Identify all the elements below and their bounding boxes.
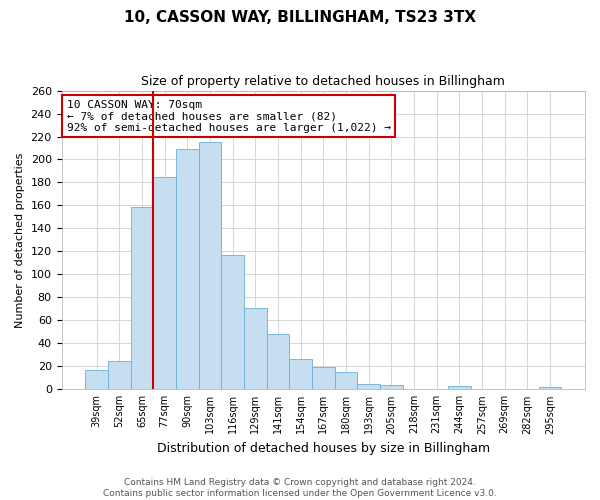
Bar [357, 384, 380, 390]
Bar [266, 334, 289, 390]
Bar [244, 308, 266, 390]
X-axis label: Distribution of detached houses by size in Billingham: Distribution of detached houses by size … [157, 442, 490, 455]
Text: 10 CASSON WAY: 70sqm
← 7% of detached houses are smaller (82)
92% of semi-detach: 10 CASSON WAY: 70sqm ← 7% of detached ho… [67, 100, 391, 132]
Title: Size of property relative to detached houses in Billingham: Size of property relative to detached ho… [142, 75, 505, 88]
Bar [312, 368, 335, 390]
Bar [199, 142, 221, 390]
Bar [176, 149, 199, 390]
Bar [380, 384, 403, 390]
Bar [131, 206, 154, 390]
Bar [108, 360, 131, 390]
Bar [154, 176, 176, 390]
Bar [448, 386, 470, 390]
Bar [539, 387, 561, 390]
Bar [221, 255, 244, 390]
Text: 10, CASSON WAY, BILLINGHAM, TS23 3TX: 10, CASSON WAY, BILLINGHAM, TS23 3TX [124, 10, 476, 25]
Text: Contains HM Land Registry data © Crown copyright and database right 2024.
Contai: Contains HM Land Registry data © Crown c… [103, 478, 497, 498]
Bar [335, 372, 357, 390]
Bar [85, 370, 108, 390]
Y-axis label: Number of detached properties: Number of detached properties [15, 152, 25, 328]
Bar [289, 360, 312, 390]
